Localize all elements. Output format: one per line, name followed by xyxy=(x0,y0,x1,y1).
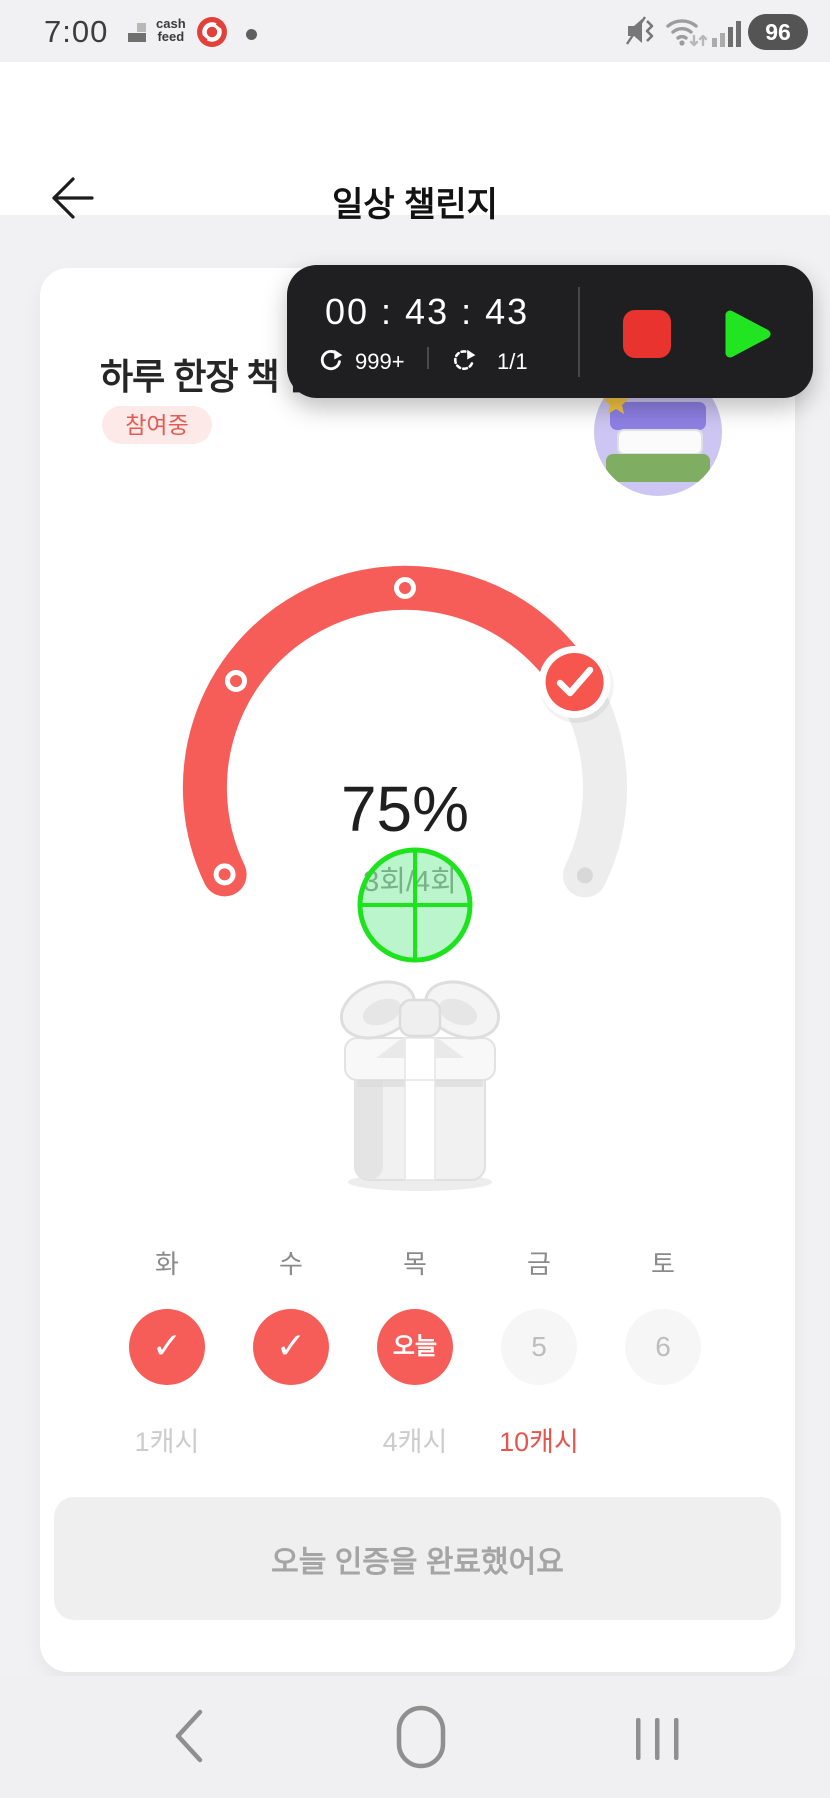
loop-icon xyxy=(320,349,343,371)
page-title: 일상 챌린지 xyxy=(332,186,498,224)
dashed-loop-icon xyxy=(453,349,476,371)
steps-notification-icon xyxy=(128,23,146,42)
cash-reward: 4캐시 xyxy=(382,1427,448,1457)
nav-recents-button[interactable] xyxy=(634,1718,682,1760)
nav-back-button[interactable] xyxy=(166,1704,214,1768)
stop-icon xyxy=(623,310,671,358)
android-nav-bar xyxy=(0,1676,830,1798)
nav-back-icon xyxy=(175,1709,203,1763)
segment-dot xyxy=(394,577,416,599)
nav-recents-icon xyxy=(636,1718,679,1760)
day-circle-done: ✓ xyxy=(129,1309,205,1385)
play-icon xyxy=(725,310,771,358)
ring-progress-arc xyxy=(182,565,597,897)
day-circle-future: 5 xyxy=(501,1309,577,1385)
day-circle-future: 6 xyxy=(625,1309,701,1385)
elapsed-time: 00 : 43 : 43 xyxy=(325,291,530,332)
cash-reward-highlight: 10캐시 xyxy=(499,1427,579,1457)
back-button[interactable] xyxy=(36,162,108,234)
progress-sessions: 3회/4회 xyxy=(310,858,510,900)
touch-pointer-overlay[interactable] xyxy=(355,845,475,965)
check-icon xyxy=(556,666,594,697)
status-badge: 참여중 xyxy=(102,406,212,444)
weekday-label: 금 xyxy=(527,1249,551,1279)
complete-today-button[interactable]: 오늘 인증을 완료했어요 xyxy=(54,1497,781,1620)
cashfeed-logo-line1: cash xyxy=(156,16,186,31)
loop-count: 999+ xyxy=(355,349,405,374)
app-header: 일상 챌린지 xyxy=(0,62,830,224)
mute-icon xyxy=(626,16,654,45)
macro-timer-overlay[interactable]: 00 : 43 : 43 999+ 1/1 xyxy=(287,265,813,398)
cashfeed-logo-text: cash feed xyxy=(156,17,186,43)
progress-ring xyxy=(182,565,627,898)
status-bar: 7:00 cash feed 96 xyxy=(0,0,830,62)
ring-end-dot xyxy=(576,867,593,884)
day-circle-done: ✓ xyxy=(253,1309,329,1385)
progress-percent: 75% xyxy=(340,773,470,845)
challenge-card xyxy=(40,268,795,1672)
back-arrow-icon xyxy=(52,177,94,219)
weekday-label: 화 xyxy=(155,1249,179,1279)
wifi-icon xyxy=(666,19,708,47)
cycle-count: 1/1 xyxy=(497,349,528,374)
battery-indicator: 96 xyxy=(748,14,808,50)
nav-home-button[interactable] xyxy=(395,1704,447,1770)
weekday-label: 수 xyxy=(279,1249,303,1279)
weekday-label: 목 xyxy=(403,1249,427,1279)
cashfeed-app-icon xyxy=(197,17,227,47)
divider xyxy=(578,287,580,377)
cashfeed-logo-line2: feed xyxy=(157,29,185,44)
stop-button[interactable] xyxy=(623,310,671,358)
notification-dot-icon xyxy=(246,29,257,40)
gift-image xyxy=(339,980,501,1191)
segment-dot xyxy=(225,670,247,692)
status-clock: 7:00 xyxy=(44,14,109,49)
segment-dot xyxy=(213,863,236,886)
play-button[interactable] xyxy=(721,306,773,362)
weekday-label: 토 xyxy=(651,1249,675,1279)
divider xyxy=(427,347,429,369)
nav-home-icon xyxy=(396,1705,446,1769)
check-badge xyxy=(538,646,614,723)
cash-reward: 1캐시 xyxy=(134,1427,200,1457)
signal-strength-icon xyxy=(712,21,741,47)
day-circle-today: 오늘 xyxy=(377,1309,453,1385)
